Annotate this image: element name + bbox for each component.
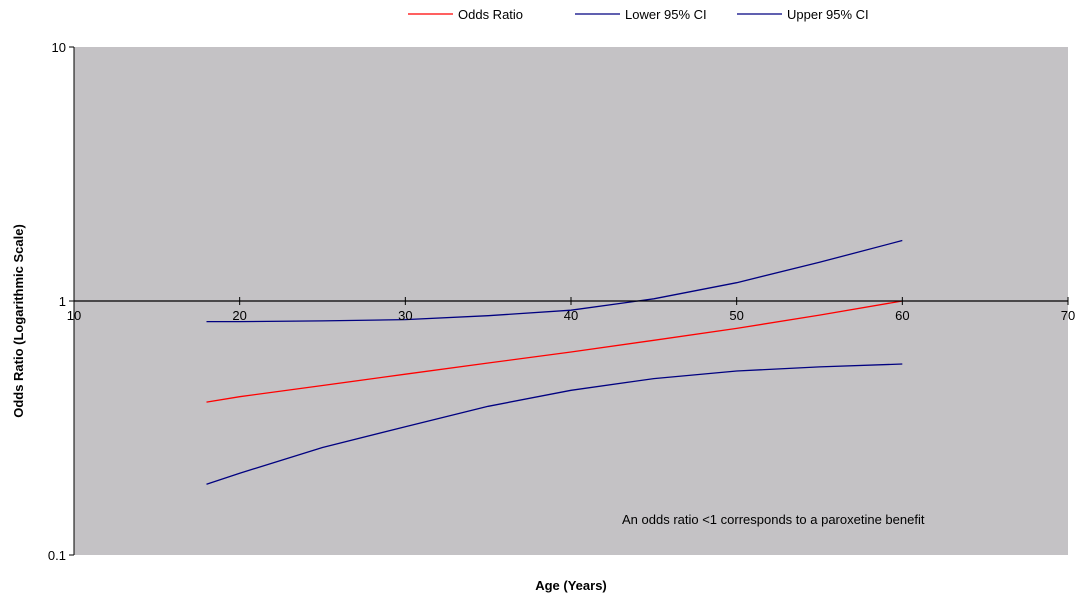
axis-layer xyxy=(69,46,1069,556)
legend: Odds Ratio Lower 95% CI Upper 95% CI xyxy=(408,7,869,22)
x-tick-label: 50 xyxy=(729,308,743,323)
x-tick-label: 30 xyxy=(398,308,412,323)
x-tick-label: 10 xyxy=(67,308,81,323)
y-tick-label: 10 xyxy=(52,40,66,55)
x-tick-label: 60 xyxy=(895,308,909,323)
series-line-upper-95-ci xyxy=(206,239,903,323)
legend-label: Odds Ratio xyxy=(458,7,523,22)
x-tick-label: 20 xyxy=(232,308,246,323)
x-axis-title: Age (Years) xyxy=(535,578,607,593)
legend-label: Upper 95% CI xyxy=(787,7,869,22)
legend-label: Lower 95% CI xyxy=(625,7,707,22)
y-tick-label: 0.1 xyxy=(48,548,66,563)
series-line-lower-95-ci xyxy=(206,363,903,485)
chart-annotation: An odds ratio <1 corresponds to a paroxe… xyxy=(622,512,925,527)
series-line-odds-ratio xyxy=(206,300,903,403)
x-tick-label: 70 xyxy=(1061,308,1075,323)
y-axis-title: Odds Ratio (Logarithmic Scale) xyxy=(11,224,26,418)
series-layer xyxy=(206,239,903,485)
y-tick-label: 1 xyxy=(59,294,66,309)
x-tick-label: 40 xyxy=(564,308,578,323)
